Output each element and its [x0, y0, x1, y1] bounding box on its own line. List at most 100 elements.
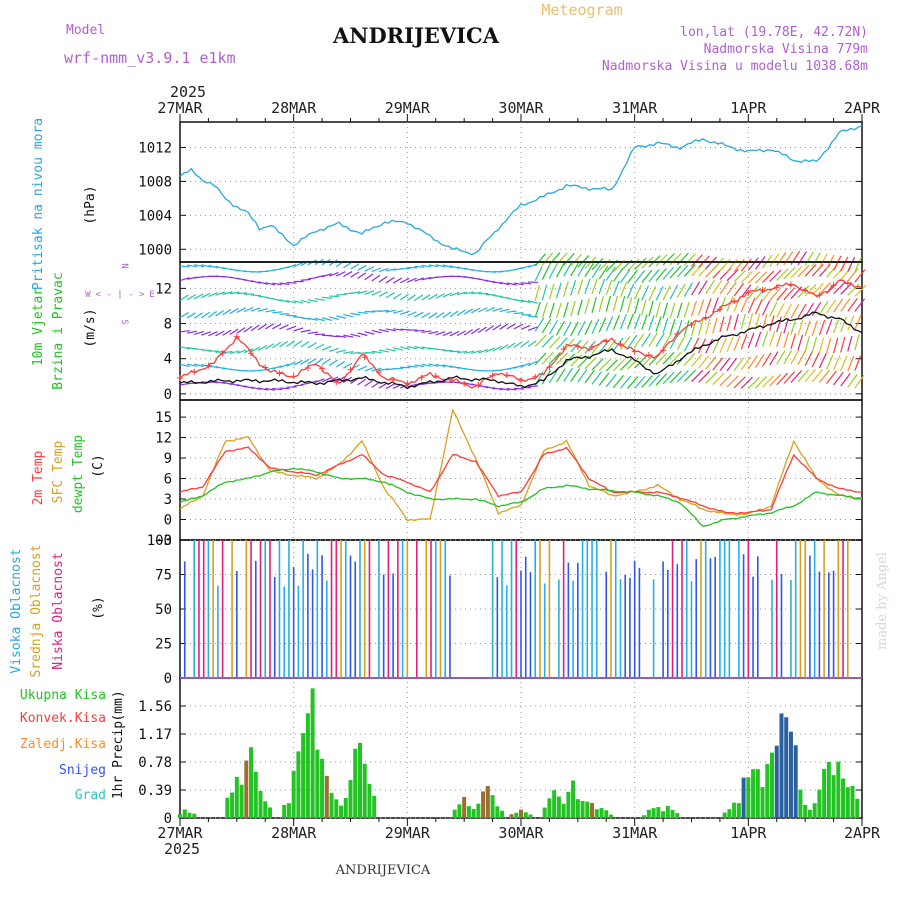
- wind-barb: [619, 375, 632, 389]
- wind-barb: [478, 348, 488, 354]
- wind-barb: [264, 323, 275, 330]
- wind-barb: [655, 285, 664, 301]
- gust-marker: [347, 366, 354, 373]
- precip-bar: [741, 777, 746, 818]
- wind-barb: [769, 315, 775, 332]
- wind-barb: [705, 279, 715, 295]
- wind-barb: [194, 264, 205, 268]
- wind-barb: [392, 277, 403, 284]
- lonlat-label: lon,lat (19.78E, 42.72N): [680, 25, 868, 40]
- wind-barb: [435, 293, 445, 299]
- wind-barb: [435, 363, 446, 368]
- precip-bar: [836, 761, 841, 818]
- pressure-panel: 1000 1004 1008 1012: [138, 125, 863, 258]
- wind-barb: [470, 327, 480, 335]
- wind-barb: [712, 257, 724, 271]
- wind-barb: [179, 346, 190, 350]
- precip-bar: [779, 713, 784, 818]
- wind-barb: [186, 330, 198, 334]
- wind-barb: [378, 368, 389, 372]
- precip-bar: [727, 809, 732, 818]
- wind-barb: [378, 349, 389, 353]
- wind-barb: [605, 359, 618, 372]
- wind-barb: [208, 310, 217, 318]
- wind-barb: [193, 312, 203, 319]
- wind-barb: [541, 351, 554, 365]
- wind-barb: [201, 381, 212, 384]
- wind-barb: [534, 285, 541, 301]
- wind-barb: [406, 294, 416, 302]
- precip-bar: [372, 795, 377, 818]
- wind-barb: [485, 307, 495, 312]
- y-tick-label: 1004: [138, 208, 172, 224]
- wind-barb: [520, 362, 531, 368]
- wind-barb: [740, 313, 746, 330]
- wind-barb: [272, 311, 283, 314]
- wind-barb: [797, 250, 808, 266]
- wind-barb: [847, 283, 860, 296]
- wind-barb: [563, 301, 569, 318]
- gust-marker: [475, 381, 482, 388]
- wind-barb: [400, 310, 410, 316]
- wind-barb: [641, 332, 652, 347]
- precip-bar: [604, 810, 609, 818]
- wind-barb: [279, 324, 289, 330]
- wind-barb: [776, 372, 789, 386]
- wind-barb: [520, 282, 532, 285]
- wind-barb: [655, 301, 661, 318]
- wind-barb: [243, 306, 254, 313]
- wind-barb: [598, 317, 607, 333]
- wind-barb: [612, 359, 626, 372]
- wind-barb: [804, 264, 817, 277]
- wind-barb: [754, 331, 762, 348]
- wind-barb: [584, 357, 597, 370]
- wind-barb: [314, 317, 325, 322]
- wind-barb: [740, 334, 748, 350]
- wind-barb: [286, 299, 297, 304]
- wind-barb: [783, 371, 796, 384]
- wind-barb: [811, 252, 821, 267]
- wind-barb: [747, 285, 759, 300]
- wind-barb: [407, 365, 418, 368]
- wind-barb: [669, 318, 676, 335]
- wind-barb: [520, 265, 531, 270]
- wind-barb: [485, 347, 495, 353]
- precip-bar: [765, 764, 770, 818]
- wind-barb: [577, 340, 589, 354]
- wind-barb: [399, 277, 410, 284]
- wind-barb: [442, 311, 452, 319]
- wind-barb: [385, 292, 395, 299]
- wind-barb: [449, 330, 460, 337]
- wind-barb: [492, 280, 503, 285]
- gust-marker: [205, 362, 212, 369]
- wind-barb: [605, 373, 617, 388]
- wind-barb: [683, 253, 696, 266]
- wind-barb: [634, 284, 642, 300]
- precip-bar: [528, 814, 533, 818]
- precip-bar: [249, 747, 254, 818]
- wind-barb: [208, 264, 219, 269]
- wind-barb: [527, 300, 538, 304]
- precip-bar: [301, 733, 306, 818]
- wind-barb: [456, 291, 467, 296]
- wind-barb: [570, 339, 582, 353]
- wind-barb: [712, 317, 718, 334]
- wind-barb: [200, 311, 210, 319]
- wind-barb: [833, 255, 842, 271]
- precip-bar: [580, 800, 585, 818]
- precip-bar: [509, 814, 514, 818]
- wind-barb: [655, 254, 668, 267]
- y-tick-label: 15: [155, 410, 172, 426]
- wind-barb: [634, 313, 641, 330]
- precip-bar: [585, 801, 590, 818]
- wind-barb: [534, 301, 541, 318]
- wind-barb: [186, 363, 197, 367]
- precip-bar: [594, 809, 599, 818]
- precip-bar: [244, 760, 249, 818]
- wind-barb: [662, 371, 675, 385]
- y-tick-label: 0.39: [138, 783, 172, 799]
- wind-barb: [619, 282, 628, 298]
- wind-barb: [534, 334, 547, 347]
- wind-barb: [265, 387, 276, 391]
